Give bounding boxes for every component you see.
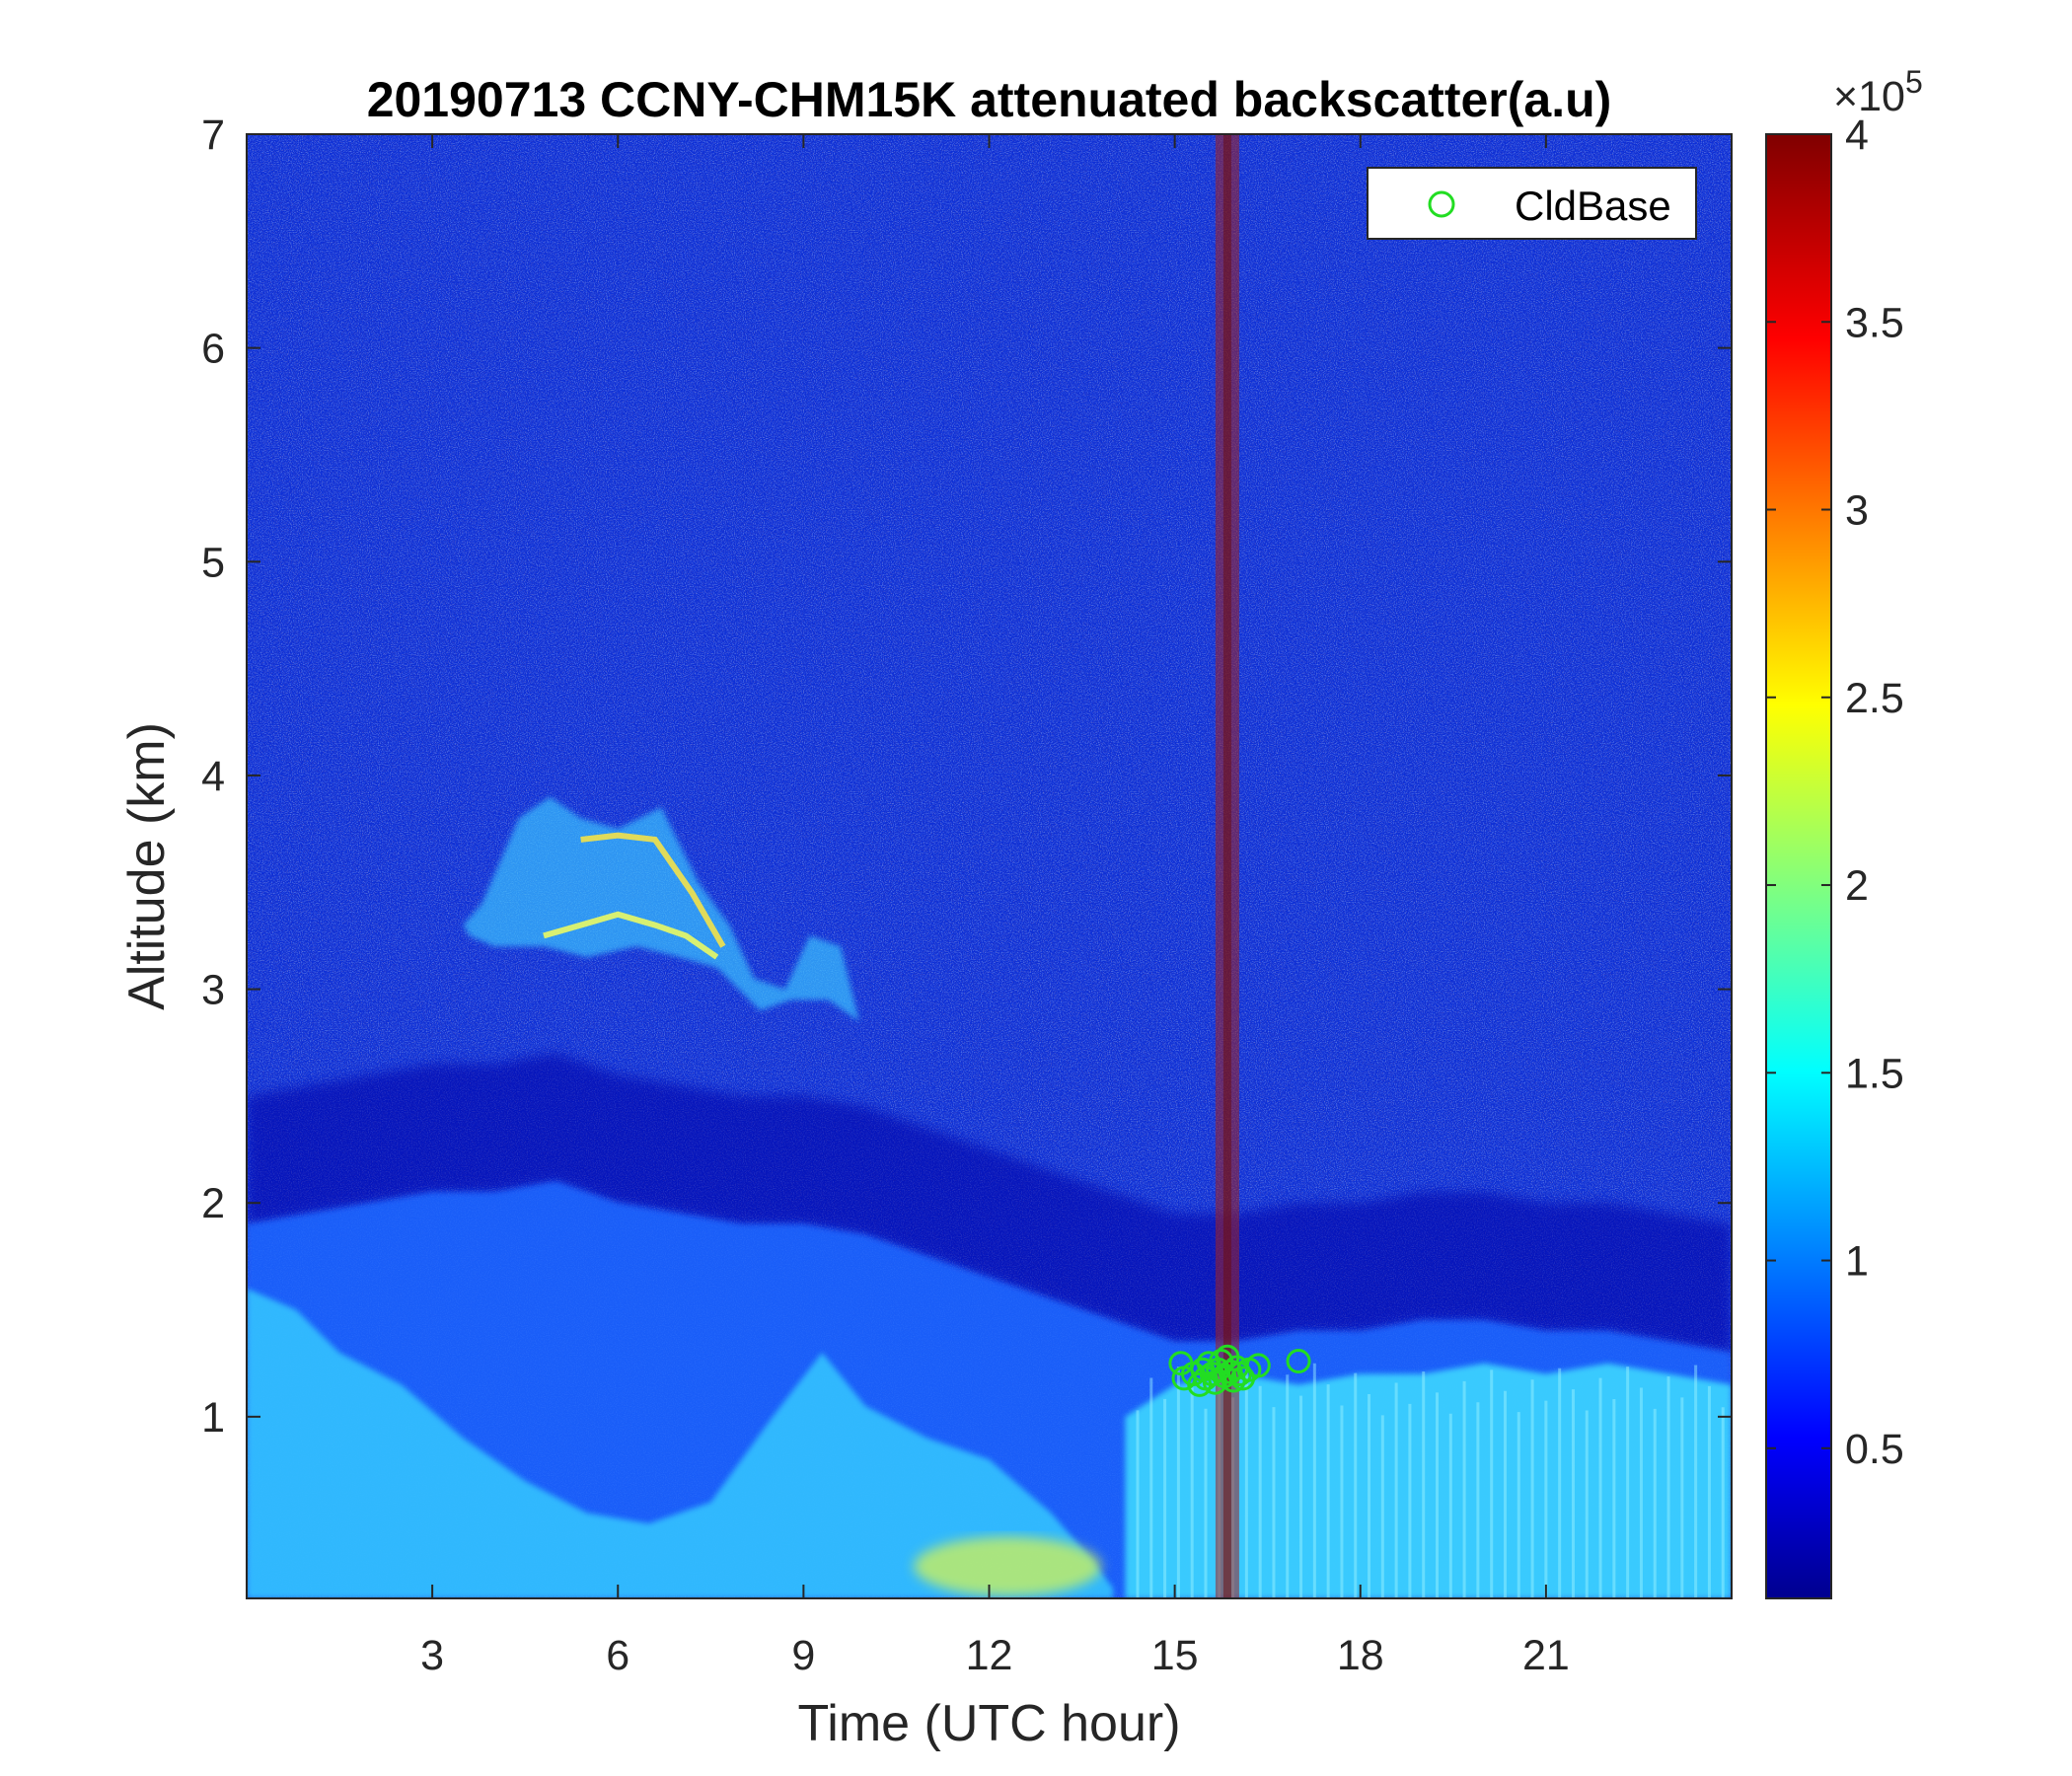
aerosol-layer-peak-1 — [580, 832, 726, 948]
cldbase-point — [1286, 1349, 1311, 1374]
y-tick-label: 2 — [201, 1180, 225, 1227]
y-tick-label: 3 — [201, 967, 225, 1014]
x-tick-label: 21 — [1522, 1632, 1570, 1679]
colorbar-tick-label: 4 — [1845, 111, 1869, 159]
y-tick-label: 1 — [201, 1394, 225, 1442]
y-tick-label: 7 — [201, 111, 225, 159]
x-tick-label: 18 — [1337, 1632, 1384, 1679]
colorbar-multiplier-base: ×10 — [1833, 73, 1905, 120]
cldbase-point — [1245, 1353, 1271, 1378]
legend-entry-cldbase: CldBase — [1515, 183, 1671, 229]
colorbar-tick-label: 3.5 — [1845, 299, 1904, 346]
colorbar-tick-label: 1 — [1845, 1238, 1869, 1286]
legend-box — [1367, 167, 1697, 240]
colorbar-ticks: 0.5 1 1.5 2 2.5 3 3.5 4 — [1766, 111, 1904, 1473]
plot-area — [247, 134, 1732, 1598]
y-tick-label: 6 — [201, 326, 225, 373]
x-tick-label: 3 — [420, 1632, 444, 1679]
colorbar-multiplier: ×105 — [1833, 64, 1923, 120]
x-tick-label: 9 — [791, 1632, 815, 1679]
colorbar-multiplier-exponent: 5 — [1905, 64, 1923, 100]
x-axis: 3 6 9 12 15 18 21 — [420, 134, 1570, 1679]
colorbar-tick-label: 3 — [1845, 487, 1869, 535]
y-tick-label: 5 — [201, 539, 225, 586]
cldbase-markers — [1168, 1344, 1311, 1397]
x-tick-label: 6 — [606, 1632, 629, 1679]
noise-column-core — [1222, 134, 1231, 1598]
colorbar-tick-label: 1.5 — [1845, 1050, 1904, 1097]
heatmap-features — [247, 134, 1732, 1598]
x-tick-label: 15 — [1151, 1632, 1199, 1679]
afternoon-boundary-layer — [1125, 1363, 1732, 1598]
x-tick-label: 12 — [966, 1632, 1013, 1679]
chart-title: 20190713 CCNY-CHM15K attenuated backscat… — [367, 72, 1612, 127]
colorbar-tick-label: 0.5 — [1845, 1426, 1904, 1473]
morning-surface-aerosol — [247, 1288, 1113, 1598]
y-axis-title: Altitude (km) — [118, 722, 176, 1010]
y-tick-label: 4 — [201, 753, 225, 800]
x-axis-title: Time (UTC hour) — [797, 1695, 1180, 1752]
residual-layer-band — [247, 1010, 1732, 1353]
colorbar-gradient — [1765, 133, 1832, 1599]
colorbar-tick-label: 2 — [1845, 862, 1869, 910]
colorbar-tick-label: 2.5 — [1845, 675, 1904, 722]
colorbar: 0.5 1 1.5 2 2.5 3 3.5 4 ×105 — [1765, 64, 1923, 1599]
aerosol-layer-peak-2 — [543, 911, 719, 960]
legend-marker — [1428, 190, 1455, 218]
legend: CldBase — [1367, 167, 1697, 240]
y-axis: 1 2 3 4 5 6 7 — [201, 111, 1732, 1442]
surface-yellow-patch — [914, 1536, 1102, 1596]
elevated-aerosol-layer — [463, 796, 859, 1022]
